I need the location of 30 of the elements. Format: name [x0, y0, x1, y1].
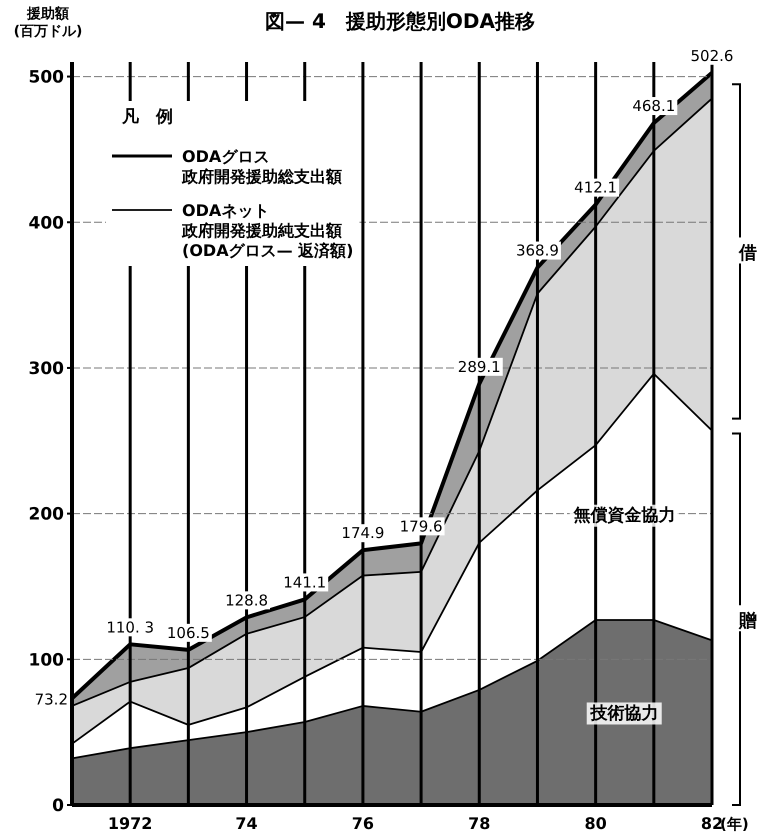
- total-label: 289.1: [458, 358, 501, 376]
- y-tick-label: 300: [28, 358, 64, 379]
- total-label: 412.1: [574, 178, 618, 197]
- y-tick-label: 200: [28, 504, 64, 525]
- total-label: 179.6: [400, 517, 443, 536]
- x-tick-label: 80: [584, 814, 607, 833]
- legend-title: 凡 例: [121, 107, 173, 127]
- legend-label: ODAネット政府開発援助純支出額(ODAグロス— 返済額): [181, 201, 354, 260]
- total-label: 368.9: [516, 242, 559, 260]
- x-tick-label: 78: [468, 814, 490, 833]
- y-tick-label: 400: [28, 213, 64, 234]
- x-tick-label: 76: [352, 814, 374, 833]
- total-label: 110. 3: [106, 618, 154, 636]
- total-label: 502.6: [690, 46, 734, 65]
- total-label: 141.1: [283, 573, 326, 592]
- total-label: 73.2: [34, 690, 68, 708]
- x-tick-label: 1972: [108, 814, 152, 833]
- y-axis-title: 援助額 (百万ドル): [14, 5, 82, 40]
- series-label: 無償資金協力: [572, 506, 676, 526]
- total-label: 106.5: [166, 624, 210, 642]
- series-label: 技術協力: [590, 703, 659, 724]
- legend-label: ODAグロス政府開発援助総支出額: [181, 147, 342, 186]
- y-tick-label: 500: [28, 68, 64, 88]
- x-tick-label: 74: [235, 814, 258, 833]
- total-label: 468.1: [632, 97, 676, 116]
- total-label: 174.9: [341, 524, 384, 542]
- y-tick-label: 0: [52, 796, 64, 816]
- chart-title: 図— 4 援助形態別ODA推移: [265, 9, 535, 33]
- total-label: 128.8: [225, 591, 268, 610]
- y-tick-label: 100: [28, 650, 64, 670]
